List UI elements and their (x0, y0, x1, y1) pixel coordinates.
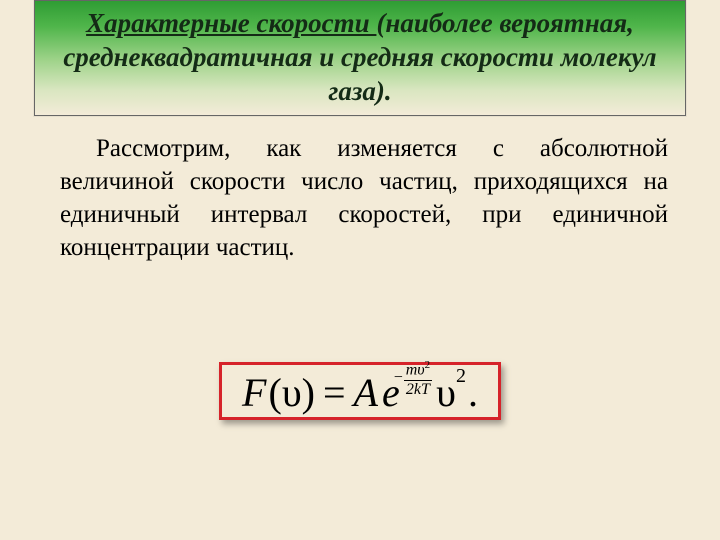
formula-exp-num-text: mυ (406, 362, 425, 379)
formula-arg: υ (282, 373, 302, 413)
formula-open-paren: ( (268, 373, 281, 413)
formula-F: F (242, 373, 266, 413)
formula-box: F ( υ ) = A e − mυ2 2kT υ2 . (219, 362, 501, 420)
formula-equals: = (323, 373, 346, 413)
formula-exp-minus: − (394, 370, 403, 386)
formula-trailing-upsilon-sq: υ2 (436, 373, 466, 413)
title-underlined-part: Характерные скорости (86, 8, 376, 38)
formula-exp-denominator: 2kT (404, 382, 432, 398)
formula-close-paren: ) (302, 373, 315, 413)
formula-exponent: − mυ2 2kT (404, 360, 432, 397)
title-box: Характерные скорости (наиболее вероятная… (34, 0, 686, 116)
formula-trailing-upsilon: υ (436, 370, 456, 415)
formula-period: . (468, 373, 478, 413)
formula-exp-num-sup: 2 (425, 359, 431, 371)
formula-A: A (354, 373, 378, 413)
body-paragraph: Рассмотрим, как изменяется с абсолютной … (60, 132, 668, 264)
formula-trailing-sup2: 2 (456, 365, 466, 387)
formula-container: F ( υ ) = A e − mυ2 2kT υ2 . (0, 362, 720, 420)
slide: Характерные скорости (наиболее вероятная… (0, 0, 720, 540)
formula-equation: F ( υ ) = A e − mυ2 2kT υ2 . (242, 373, 478, 413)
formula-exp-numerator: mυ2 (404, 360, 432, 378)
